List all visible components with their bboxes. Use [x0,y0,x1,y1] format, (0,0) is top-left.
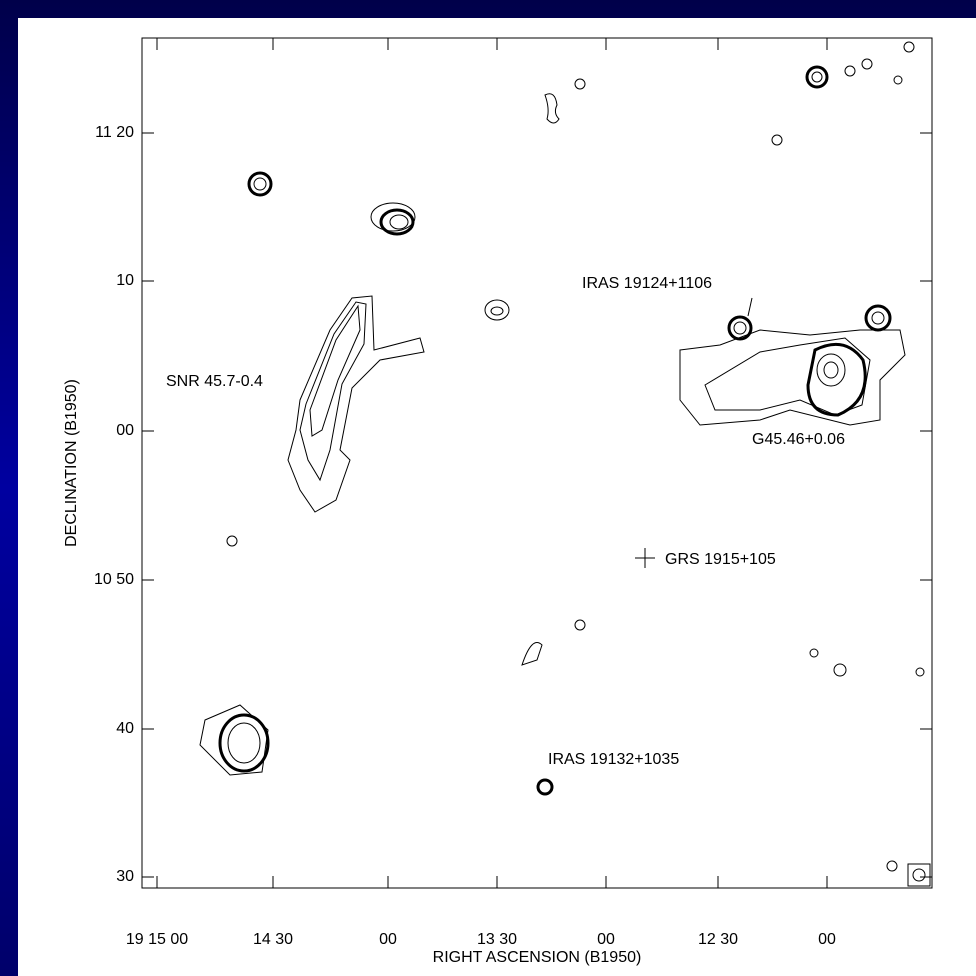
y-tick-label: 10 [116,272,134,289]
y-axis-label: DECLINATION (B1950) [63,379,80,547]
page: {"figure":{"xlabel":"RIGHT ASCENSION (B1… [0,0,976,976]
y-tick-label: 30 [116,868,134,885]
x-tick-label: 12 30 [698,931,738,948]
annotation: G45.46+0.06 [752,431,845,448]
y-tick-label: 10 50 [94,571,134,588]
annotation: SNR 45.7-0.4 [166,373,263,390]
x-tick-label: 13 30 [477,931,517,948]
y-tick-label: 00 [116,422,134,439]
annotation: IRAS 19132+1035 [548,751,679,768]
x-tick-label: 00 [379,931,397,948]
x-tick-label: 19 15 00 [126,931,188,948]
x-tick-label: 00 [818,931,836,948]
y-tick-label: 40 [116,720,134,737]
x-axis-label: RIGHT ASCENSION (B1950) [433,949,642,966]
panel [18,18,976,976]
x-tick-label: 00 [597,931,615,948]
annotation: IRAS 19124+1106 [582,275,712,292]
y-tick-label: 11 20 [95,124,134,141]
x-tick-label: 14 30 [253,931,293,948]
annotation: GRS 1915+105 [665,551,776,568]
figure: IRAS 19124+1106 SNR 45.7-0.4 G45.46+0.06… [0,0,976,976]
